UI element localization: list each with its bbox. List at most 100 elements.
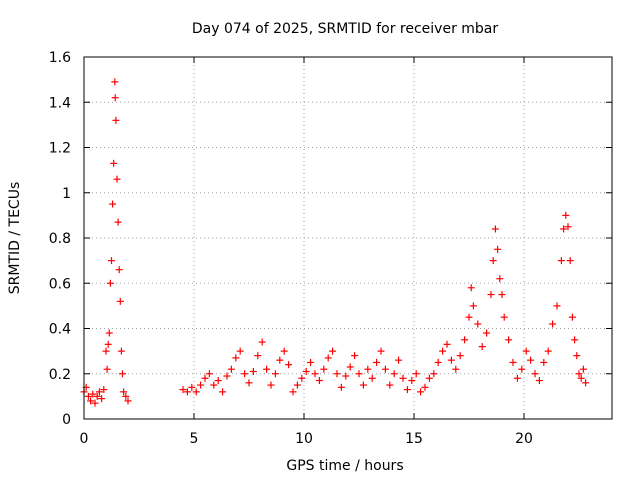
data-point	[494, 245, 502, 253]
data-point	[498, 291, 506, 299]
data-point	[293, 381, 301, 389]
data-point	[535, 377, 543, 385]
y-tick-label: 0.2	[49, 367, 71, 383]
data-point	[205, 370, 213, 378]
data-point	[315, 377, 323, 385]
data-point	[351, 352, 359, 360]
data-point	[531, 370, 539, 378]
data-point	[381, 365, 389, 373]
data-point	[403, 386, 411, 394]
data-point	[571, 336, 579, 344]
data-point	[223, 372, 231, 380]
data-point	[390, 370, 398, 378]
data-point	[342, 372, 350, 380]
data-point	[560, 225, 568, 233]
data-point	[408, 377, 416, 385]
data-point	[114, 218, 122, 226]
data-point	[307, 358, 315, 366]
data-point	[102, 347, 110, 355]
data-point	[544, 347, 552, 355]
data-point	[549, 320, 557, 328]
data-point	[496, 275, 504, 283]
data-point	[122, 392, 130, 400]
y-tick-label: 1.4	[49, 95, 71, 111]
data-point	[105, 329, 113, 337]
data-point	[197, 381, 205, 389]
data-point	[324, 354, 332, 362]
data-point	[377, 347, 385, 355]
axis-ticks	[83, 56, 612, 420]
data-point	[210, 381, 218, 389]
data-point	[285, 361, 293, 369]
data-point	[115, 266, 123, 274]
data-point	[573, 352, 581, 360]
data-point	[112, 116, 120, 124]
data-point	[439, 347, 447, 355]
data-point	[465, 313, 473, 321]
y-tick-label: 0.4	[49, 322, 71, 338]
data-point	[89, 390, 97, 398]
data-point	[263, 365, 271, 373]
data-point	[474, 320, 482, 328]
data-point	[271, 370, 279, 378]
data-point	[395, 356, 403, 364]
data-point	[509, 358, 517, 366]
x-tick-label: 0	[80, 431, 89, 447]
data-point	[227, 365, 235, 373]
data-point	[120, 388, 128, 396]
data-point	[93, 392, 101, 400]
data-point	[119, 370, 126, 378]
data-point	[258, 338, 266, 346]
x-tick-label: 20	[515, 431, 533, 447]
data-point	[302, 367, 310, 375]
data-point	[364, 365, 372, 373]
data-point	[280, 347, 288, 355]
data-point	[412, 370, 420, 378]
data-point	[337, 383, 345, 391]
data-point	[452, 365, 460, 373]
data-point	[564, 223, 572, 231]
data-point	[104, 340, 112, 348]
data-point	[111, 94, 119, 102]
data-point	[124, 397, 132, 405]
data-point	[483, 329, 491, 337]
data-point	[116, 297, 124, 305]
data-point	[434, 358, 442, 366]
data-point	[254, 352, 262, 360]
x-tick-label: 5	[190, 431, 199, 447]
data-point	[425, 374, 433, 382]
data-point	[111, 78, 119, 86]
x-tick-label: 10	[295, 431, 313, 447]
data-point	[527, 356, 535, 364]
data-point	[298, 374, 306, 382]
data-point	[289, 388, 297, 396]
data-points	[80, 78, 590, 407]
data-point	[232, 354, 240, 362]
data-point	[500, 313, 508, 321]
data-point	[188, 383, 196, 391]
data-point	[489, 257, 497, 265]
data-point	[276, 356, 284, 364]
data-point	[540, 358, 548, 366]
data-point	[91, 399, 99, 407]
data-point	[333, 370, 341, 378]
data-point	[311, 370, 319, 378]
data-point	[214, 377, 222, 385]
data-point	[359, 381, 367, 389]
y-tick-label: 1.6	[49, 50, 71, 66]
data-point	[103, 365, 111, 373]
data-point	[87, 397, 95, 405]
data-point	[579, 365, 587, 373]
data-point	[417, 388, 425, 396]
data-point	[577, 374, 585, 382]
data-point	[373, 358, 381, 366]
data-point	[267, 381, 275, 389]
data-point	[320, 365, 328, 373]
y-tick-label: 0.8	[49, 231, 71, 247]
data-point	[249, 367, 257, 375]
data-point	[575, 370, 583, 378]
data-point	[553, 302, 561, 310]
data-point	[355, 370, 363, 378]
